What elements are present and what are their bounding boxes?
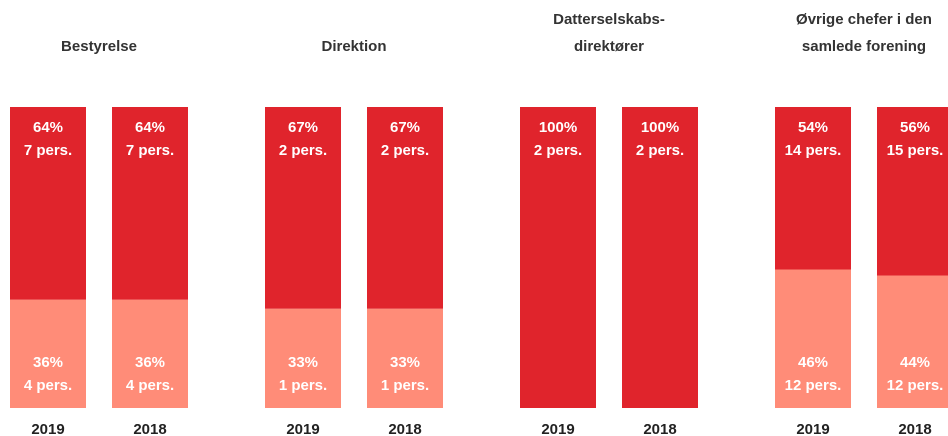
bar-segment <box>622 107 698 408</box>
group-title: Direktion <box>321 38 386 55</box>
bar-segment <box>112 299 188 408</box>
x-tick-label: 2019 <box>541 421 574 436</box>
x-tick-label: 2019 <box>796 421 829 436</box>
bar-segment <box>775 269 851 408</box>
value-label: 36% <box>135 354 165 371</box>
value-label: 46% <box>798 354 828 371</box>
group-title: samlede forening <box>802 38 926 55</box>
value-label: 56% <box>900 119 930 136</box>
bar-segment <box>10 107 86 300</box>
count-label: 2 pers. <box>381 142 429 159</box>
count-label: 7 pers. <box>126 142 174 159</box>
value-label: 64% <box>33 119 63 136</box>
count-label: 15 pers. <box>887 142 944 159</box>
bar-segment <box>367 107 443 309</box>
value-label: 33% <box>390 354 420 371</box>
group-title: Datterselskabs- <box>553 11 665 28</box>
bar-segment <box>112 107 188 300</box>
value-label: 36% <box>33 354 63 371</box>
value-label: 44% <box>900 354 930 371</box>
count-label: 1 pers. <box>381 377 429 394</box>
group-title: Bestyrelse <box>61 38 137 55</box>
x-tick-label: 2018 <box>898 421 931 436</box>
x-tick-label: 2018 <box>643 421 676 436</box>
group-title: direktører <box>574 38 644 55</box>
count-label: 12 pers. <box>887 377 944 394</box>
bar-segment <box>265 308 341 408</box>
count-label: 14 pers. <box>785 142 842 159</box>
count-label: 1 pers. <box>279 377 327 394</box>
value-label: 33% <box>288 354 318 371</box>
x-tick-label: 2018 <box>133 421 166 436</box>
value-label: 100% <box>539 119 577 136</box>
bar-segment <box>775 107 851 270</box>
bar-segment <box>520 107 596 408</box>
value-label: 64% <box>135 119 165 136</box>
bar-segment <box>10 299 86 408</box>
bar-segment <box>367 308 443 408</box>
bar-segment <box>877 275 948 408</box>
count-label: 7 pers. <box>24 142 72 159</box>
count-label: 2 pers. <box>636 142 684 159</box>
x-tick-label: 2019 <box>286 421 319 436</box>
x-tick-label: 2019 <box>31 421 64 436</box>
value-label: 54% <box>798 119 828 136</box>
count-label: 4 pers. <box>126 377 174 394</box>
count-label: 12 pers. <box>785 377 842 394</box>
bar-segment <box>877 107 948 276</box>
count-label: 4 pers. <box>24 377 72 394</box>
x-tick-label: 2018 <box>388 421 421 436</box>
bar-segment <box>265 107 341 309</box>
count-label: 2 pers. <box>534 142 582 159</box>
value-label: 67% <box>390 119 420 136</box>
group-title: Øvrige chefer i den <box>796 11 932 28</box>
value-label: 67% <box>288 119 318 136</box>
count-label: 2 pers. <box>279 142 327 159</box>
value-label: 100% <box>641 119 679 136</box>
